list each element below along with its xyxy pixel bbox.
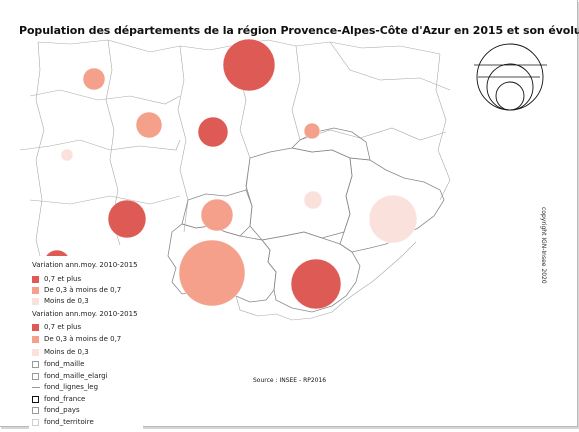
size-legend-circle-medium xyxy=(486,63,534,111)
neighbour-border xyxy=(177,45,189,233)
legend-label: Moins de 0,3 xyxy=(44,297,89,305)
circle-high xyxy=(107,199,147,239)
size-legend-circle-small xyxy=(495,81,525,111)
map-legend: Variation ann.moy. 2010-2015 0,7 et plus… xyxy=(29,256,143,432)
legend-label: fond_territoire xyxy=(44,418,94,426)
circle-low xyxy=(303,190,323,210)
circle-mid xyxy=(303,122,321,140)
legend-group-1-title: Variation ann.moy. 2010-2015 xyxy=(32,261,138,269)
legend-label: fond_maille xyxy=(44,360,85,368)
circle-high xyxy=(222,38,276,92)
departement-border xyxy=(291,127,371,161)
neighbour-border xyxy=(329,41,451,91)
circle-mid xyxy=(82,67,106,91)
neighbour-border xyxy=(291,45,301,141)
circle-mid xyxy=(135,111,163,139)
coastline xyxy=(235,241,417,321)
legend-swatch-mid xyxy=(32,287,39,294)
legend-label: fond_maille_elargi xyxy=(44,372,108,380)
legend-swatch-high xyxy=(32,324,39,331)
legend-label: 0,7 et plus xyxy=(44,323,82,331)
neighbour-border xyxy=(19,139,181,151)
departement-border xyxy=(245,147,353,241)
legend-swatch-outline xyxy=(32,373,39,380)
legend-swatch-outline xyxy=(32,361,39,368)
neighbour-border xyxy=(29,195,181,205)
legend-swatch-outline xyxy=(32,396,39,403)
legend-group-2-title: Variation ann.moy. 2010-2015 xyxy=(32,310,138,318)
legend-swatch-outline xyxy=(32,407,39,414)
neighbour-border xyxy=(435,53,451,201)
legend-swatch-high xyxy=(32,276,39,283)
legend-label: 0,7 et plus xyxy=(44,275,82,283)
legend-label: fond_france xyxy=(44,395,86,403)
legend-swatch-mid xyxy=(32,336,39,343)
legend-swatch-outline xyxy=(32,419,39,426)
source-note: Source : INSEE - RP2016 xyxy=(253,377,327,384)
legend-label: De 0,3 à moins de 0,7 xyxy=(44,335,122,343)
legend-swatch-low xyxy=(32,349,39,356)
legend-label: De 0,3 à moins de 0,7 xyxy=(44,286,122,294)
legend-label: Moins de 0,3 xyxy=(44,348,89,356)
circle-low xyxy=(368,194,418,244)
legend-swatch-line xyxy=(32,387,40,388)
legend-label: fond_lignes_leg xyxy=(44,383,99,391)
departement-border xyxy=(181,189,253,237)
neighbour-border xyxy=(29,89,181,105)
map-title: Population des départements de la région… xyxy=(19,24,579,37)
neighbour-border xyxy=(299,127,447,141)
legend-swatch-low xyxy=(32,298,39,305)
neighbour-border xyxy=(35,41,45,257)
circle-high xyxy=(197,116,229,148)
copyright-note: copyright IGN-Insee 2020 xyxy=(540,207,547,284)
circle-high xyxy=(290,258,342,310)
circle-mid xyxy=(178,239,246,307)
legend-label: fond_pays xyxy=(44,406,80,414)
circle-low xyxy=(60,148,74,162)
circle-mid xyxy=(200,198,234,232)
